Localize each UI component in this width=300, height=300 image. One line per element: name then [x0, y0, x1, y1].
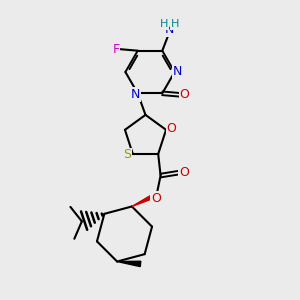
- Text: O: O: [180, 88, 189, 101]
- Text: N: N: [131, 88, 141, 101]
- Polygon shape: [132, 192, 158, 206]
- Text: O: O: [151, 192, 161, 205]
- Text: N: N: [165, 23, 175, 36]
- Text: F: F: [112, 43, 120, 56]
- Polygon shape: [117, 261, 141, 267]
- Text: N: N: [172, 65, 182, 78]
- Text: O: O: [167, 122, 176, 135]
- Text: O: O: [179, 166, 189, 179]
- Text: H: H: [160, 19, 169, 29]
- Text: S: S: [123, 148, 131, 161]
- Text: H: H: [171, 19, 179, 29]
